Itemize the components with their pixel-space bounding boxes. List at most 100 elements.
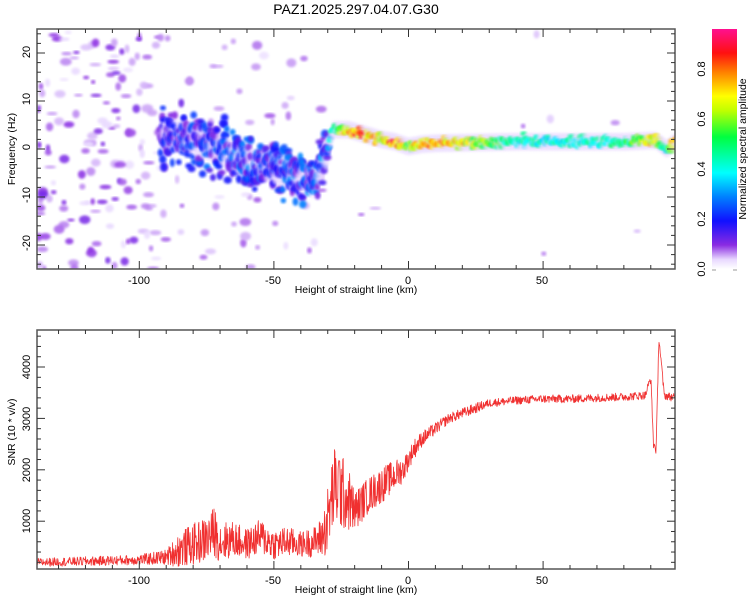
spectrogram-cell (204, 248, 217, 255)
spectrogram-cell (135, 178, 141, 185)
spectrogram-cell (136, 88, 143, 96)
spectrogram-cell (139, 138, 146, 145)
spectrogram-cell (297, 193, 306, 200)
spectrogram-cell (307, 247, 312, 254)
spectrogram-cell (40, 232, 51, 240)
spectrogram-panel: -100 -50 0 50 Height of straight line (k… (6, 28, 676, 296)
spectrogram-cell (281, 102, 289, 109)
spectrogram-cell (87, 132, 98, 140)
snr-y-ticks (37, 335, 675, 563)
spectrogram-cell (115, 82, 122, 91)
snr-background (37, 330, 675, 569)
spectrogram-cell (38, 82, 44, 90)
spectrogram-cell (97, 117, 108, 125)
spectrogram-cell (323, 154, 332, 161)
spectrogram-cell (54, 90, 66, 98)
spectrogram-cell (59, 77, 69, 82)
spectrogram-cell (58, 37, 70, 41)
spectrogram-cell (139, 149, 145, 159)
spectrogram-cell (63, 121, 75, 128)
spectrogram-cell (124, 160, 135, 169)
snr-x-ticks (58, 330, 652, 569)
spectrogram-x-axis-label: Height of straight line (km) (295, 284, 418, 296)
spectrogram-cell (159, 105, 166, 111)
spectrogram-cell (314, 191, 321, 200)
spectrogram-cell (218, 169, 226, 176)
spectrogram-ytick-label: -20 (21, 235, 33, 251)
spectrogram-cell (107, 59, 120, 64)
spectrogram-cell (240, 231, 252, 241)
spectrogram-cell (178, 98, 185, 108)
spectrogram-cell (209, 64, 217, 69)
spectrogram-y-ticks (37, 33, 675, 265)
snr-ytick-label: 4000 (21, 355, 33, 379)
spectrogram-cell (112, 124, 121, 129)
spectrogram-cell (97, 149, 109, 154)
spectrogram-cell (199, 254, 208, 260)
spectrogram-cell (157, 33, 165, 42)
colorbar-tick-label: 0.6 (696, 111, 708, 126)
colorbar-tick-label: 0.2 (696, 211, 708, 226)
spectrogram-cell (123, 67, 134, 73)
colorbar-tick-label: 0.4 (696, 161, 708, 176)
spectrogram-cell (85, 249, 97, 258)
spectrogram-cell (44, 165, 57, 169)
spectrogram-cell (187, 165, 196, 173)
spectrogram-cell (143, 160, 155, 165)
spectrogram-cell (220, 132, 230, 139)
spectrogram-cell (64, 30, 72, 35)
spectrogram-cell (270, 118, 275, 126)
spectrogram-cell (272, 141, 280, 149)
spectrogram-cell (123, 186, 133, 195)
spectrogram-cell (70, 263, 79, 269)
spectrogram-cell (300, 55, 308, 62)
spectrogram-cell (139, 81, 148, 89)
spectrogram-cell (633, 229, 641, 233)
spectrogram-cell (286, 58, 297, 68)
spectrogram-cell (264, 113, 276, 119)
spectrogram-cell (316, 188, 327, 193)
spectrogram-cell (124, 44, 130, 54)
spectrogram-cell (223, 125, 230, 133)
spectrogram-cell (45, 122, 54, 132)
spectrogram-cell (187, 76, 193, 85)
colorbar-tick-label: 0.0 (696, 261, 708, 276)
spectrogram-cell (59, 57, 72, 66)
spectrogram-cell (72, 109, 80, 119)
spectrogram-cell (533, 30, 540, 39)
spectrogram-ytick-label: 20 (21, 46, 33, 58)
figure-title: PAZ1.2025.297.04.07.G30 (273, 1, 439, 17)
spectrogram-cell (50, 180, 56, 186)
spectrogram-cell (90, 93, 102, 98)
spectrogram-cell (67, 218, 75, 222)
spectrogram-cell (120, 240, 126, 249)
snr-xtick-label: -50 (265, 575, 281, 587)
spectrogram-cell (298, 200, 307, 209)
spectrogram-cell (90, 158, 101, 167)
spectrogram-cell (169, 158, 175, 167)
spectrogram-cell (160, 209, 167, 218)
spectrogram-cell (369, 206, 382, 210)
spectrogram-cell (61, 199, 67, 205)
spectrogram-xtick-label: -100 (128, 275, 150, 287)
snr-xtick-label: 0 (405, 575, 411, 587)
spectrogram-cell (223, 176, 232, 184)
spectrogram-cell (174, 175, 180, 184)
spectrogram-cell (143, 230, 151, 240)
spectrogram-cell (239, 217, 252, 227)
spectrogram-cell (91, 38, 100, 48)
snr-xtick-label: -100 (128, 575, 150, 587)
spectrogram-cell (181, 114, 187, 122)
spectrogram-cell (118, 74, 127, 83)
spectrogram-cell (149, 230, 162, 236)
spectrogram-y-axis-label: Frequency (Hz) (6, 113, 18, 185)
spectrogram-cell (240, 238, 247, 248)
spectrogram-cell (142, 192, 155, 198)
spectrogram-cell (285, 111, 292, 121)
spectrogram-cell (159, 155, 167, 164)
spectrogram-cell (292, 197, 299, 206)
spectrogram-cell (126, 204, 138, 210)
snr-panel: -100 -50 0 50 Height of straight line (k… (6, 329, 676, 596)
spectrogram-cell (148, 245, 154, 252)
colorbar-gradient (712, 29, 737, 269)
